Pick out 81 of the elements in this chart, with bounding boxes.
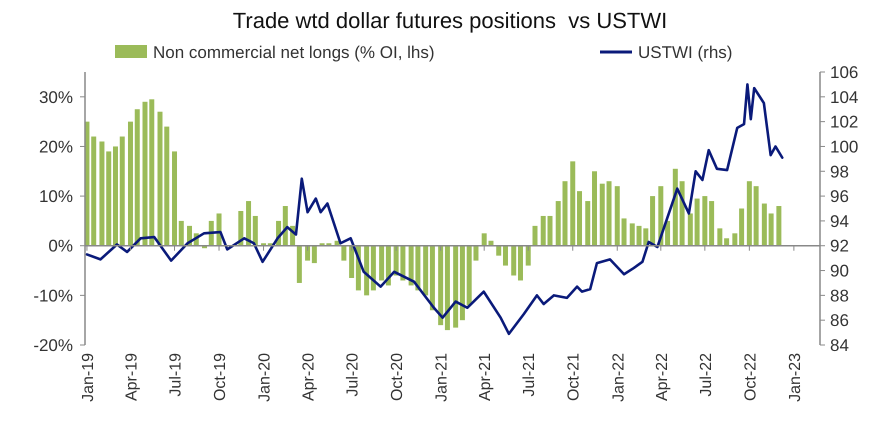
y2-tick-label: 88 — [830, 286, 849, 306]
bar — [178, 220, 184, 246]
bar — [518, 246, 523, 280]
y2-tick-label: 86 — [830, 311, 849, 330]
bar — [430, 246, 435, 310]
bar — [164, 126, 170, 246]
y2-tick-label: 102 — [830, 112, 858, 132]
y2-tick-label: 104 — [830, 88, 858, 107]
bar — [473, 246, 478, 261]
y2-tick-label: 98 — [830, 162, 849, 182]
chart-title: Trade wtd dollar futures positions vs USTWI — [232, 8, 668, 33]
bar — [134, 109, 140, 246]
x-tick-label: Jul-20 — [344, 352, 362, 397]
x-tick-label: Jan-22 — [610, 352, 628, 402]
bar — [172, 151, 178, 246]
x-tick-label: Jul-21 — [521, 352, 538, 397]
y2-tick-label: 90 — [830, 262, 849, 281]
x-tick-label: Oct-22 — [742, 352, 760, 402]
bar — [438, 246, 444, 326]
x-tick-label: Jul-22 — [698, 352, 715, 397]
legend-label: Non commercial net longs (% OI, lhs) — [153, 43, 435, 62]
bar — [296, 246, 302, 283]
bar — [453, 246, 458, 328]
y-tick-label: 10% — [38, 187, 73, 206]
x-tick-label: Apr-19 — [123, 352, 140, 402]
x-tick-label: Jan-19 — [80, 352, 97, 402]
bar — [444, 246, 450, 330]
bar — [585, 201, 590, 246]
y-tick-label: 20% — [38, 137, 73, 156]
y-tick-label: 0% — [48, 236, 73, 256]
bar — [341, 246, 346, 261]
y2-tick-label: 94 — [830, 212, 849, 231]
bar — [149, 99, 154, 246]
x-tick-label: Oct-19 — [212, 352, 230, 402]
bar — [246, 201, 252, 246]
bar — [592, 171, 598, 246]
y2-tick-label: 100 — [830, 137, 858, 156]
bar — [128, 122, 133, 246]
y2-tick-label: 106 — [830, 63, 858, 82]
bar — [252, 216, 258, 246]
bar — [540, 216, 546, 246]
bar — [349, 246, 354, 278]
bar — [482, 233, 487, 246]
x-tick-label: Jan-20 — [256, 352, 274, 402]
bar — [423, 246, 428, 296]
y-tick-label: -10% — [33, 286, 73, 306]
y2-tick-label: 92 — [830, 236, 849, 256]
bar — [562, 181, 568, 246]
bar — [408, 246, 414, 286]
y2-tick-label: 96 — [830, 187, 849, 206]
legend-label: USTWI (rhs) — [638, 43, 732, 62]
y2-tick-label: 84 — [830, 336, 849, 355]
x-tick-label: Jul-19 — [168, 352, 185, 397]
bar — [526, 246, 531, 266]
x-tick-label: Apr-21 — [477, 352, 494, 402]
bar — [577, 191, 582, 246]
bar — [532, 226, 538, 246]
bar — [312, 246, 317, 264]
x-tick-label: Jan-23 — [786, 352, 804, 402]
y-tick-label: 30% — [38, 88, 73, 107]
x-tick-label: Apr-22 — [654, 352, 671, 402]
bar — [496, 246, 502, 256]
y-tick-label: -20% — [33, 336, 73, 355]
bar — [776, 206, 782, 246]
bar — [570, 161, 576, 246]
bar — [548, 216, 552, 246]
bar — [556, 201, 561, 246]
x-tick-label: Oct-21 — [566, 352, 583, 402]
bar — [364, 246, 370, 296]
bar — [158, 112, 162, 246]
bar — [120, 136, 125, 246]
x-tick-label: Jan-21 — [434, 352, 451, 402]
bar — [112, 146, 118, 246]
bar — [511, 246, 516, 276]
bar — [142, 102, 148, 246]
bar — [370, 246, 376, 290]
bar — [502, 246, 508, 266]
x-tick-label: Apr-20 — [300, 352, 318, 402]
bar — [379, 246, 384, 280]
x-tick-label: Oct-20 — [389, 352, 406, 402]
line-series — [86, 83, 784, 336]
